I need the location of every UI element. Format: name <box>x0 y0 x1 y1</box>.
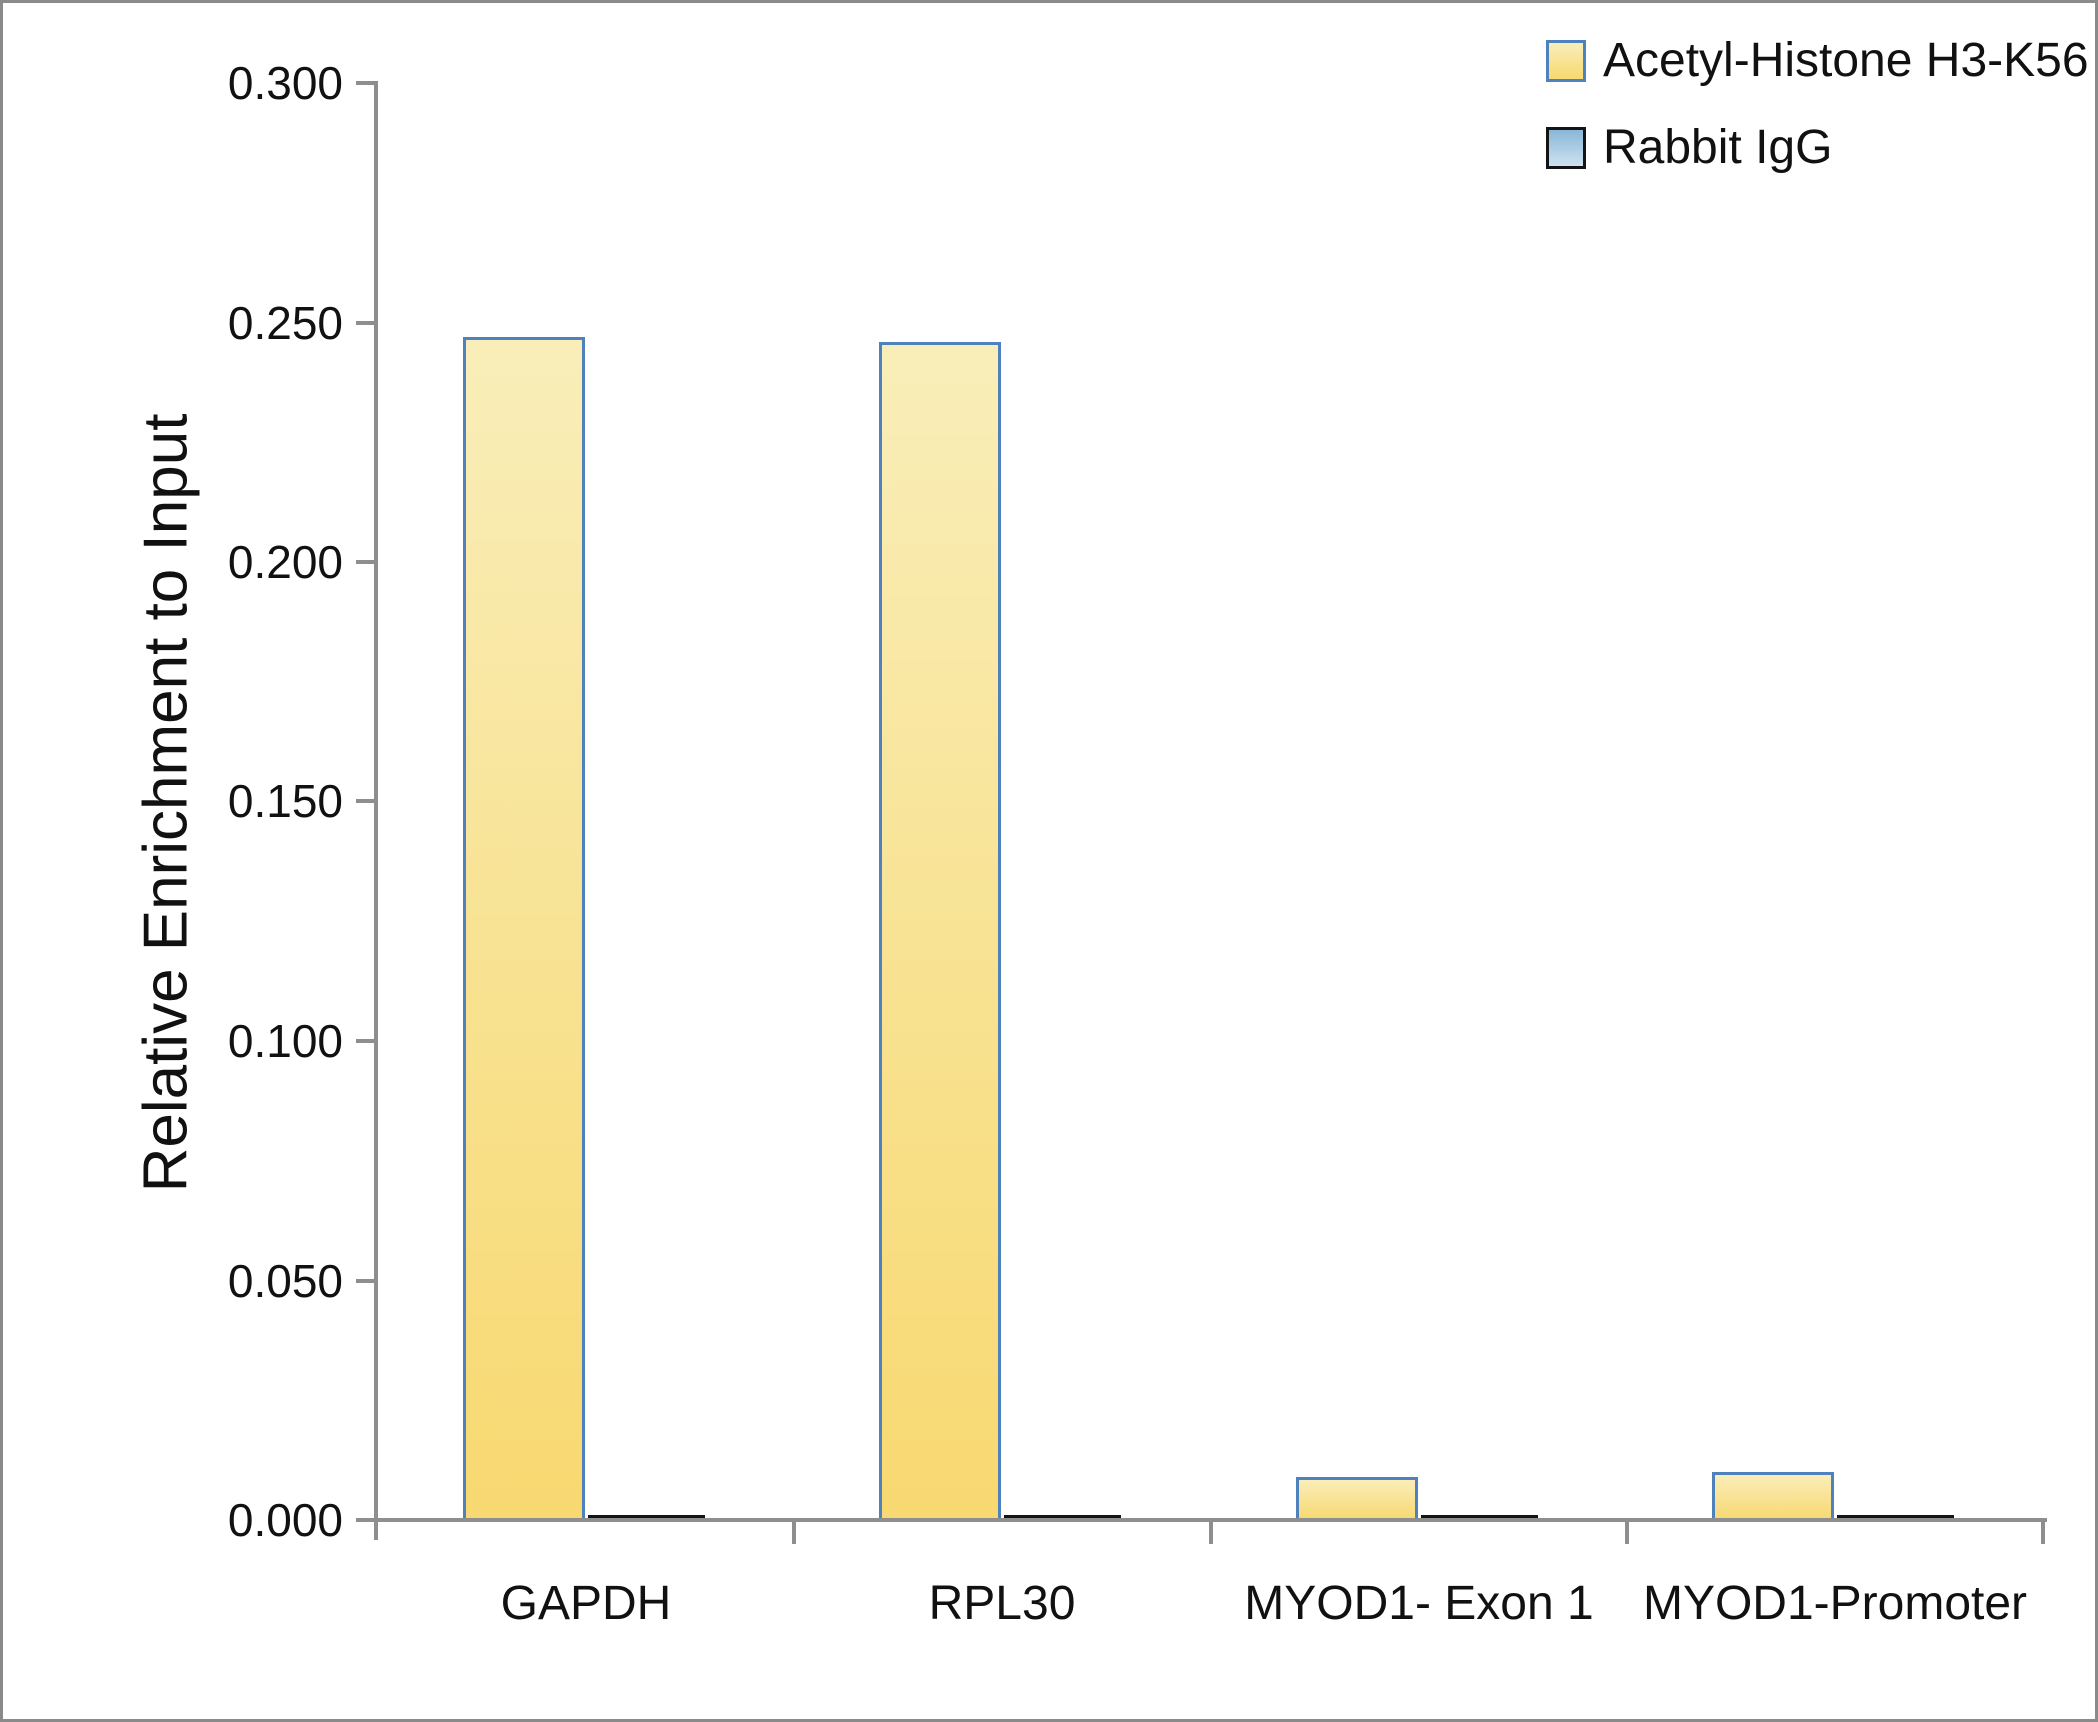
y-tick-label: 0.150 <box>227 775 343 827</box>
bar-myod1-exon-1-rabbit-igg <box>1421 1515 1538 1520</box>
bar-myod1-exon-1-acetyl-histone-h3-k56 <box>1296 1477 1418 1520</box>
bar-rpl30-acetyl-histone-h3-k56 <box>879 342 1001 1520</box>
y-tick-label: 0.200 <box>227 536 343 588</box>
bar-myod1-promoter-acetyl-histone-h3-k56 <box>1712 1472 1834 1520</box>
x-axis-line <box>374 1518 2047 1522</box>
legend: Acetyl-Histone H3-K56 Rabbit IgG <box>1546 33 2089 175</box>
legend-item: Rabbit IgG <box>1546 120 2089 175</box>
bar-gapdh-acetyl-histone-h3-k56 <box>463 337 585 1520</box>
legend-swatch-rabbit-igg <box>1546 126 1586 169</box>
y-tick <box>356 321 378 325</box>
y-axis-line <box>374 81 378 1540</box>
y-tick <box>356 1518 378 1522</box>
y-tick <box>356 1279 378 1283</box>
x-category-label: MYOD1- Exon 1 <box>1244 1577 1594 1630</box>
bar-myod1-promoter-rabbit-igg <box>1837 1515 1954 1520</box>
x-category-label: RPL30 <box>928 1577 1076 1630</box>
y-tick <box>356 1039 378 1043</box>
x-tick <box>792 1520 796 1544</box>
legend-swatch-acetyl-histone-h3-k56 <box>1546 39 1586 82</box>
bar-rpl30-rabbit-igg <box>1004 1515 1121 1520</box>
x-category-label: MYOD1-Promoter <box>1642 1577 2028 1630</box>
y-tick-label: 0.300 <box>227 57 343 109</box>
bar-gapdh-rabbit-igg <box>588 1515 705 1520</box>
legend-label: Rabbit IgG <box>1603 121 1833 174</box>
y-tick <box>356 799 378 803</box>
x-category-label: GAPDH <box>500 1577 672 1630</box>
y-tick <box>356 560 378 564</box>
legend-item: Acetyl-Histone H3-K56 <box>1546 33 2089 88</box>
x-tick <box>1625 1520 1629 1544</box>
x-tick <box>2041 1520 2045 1544</box>
y-tick-label: 0.100 <box>227 1015 343 1067</box>
y-tick-label: 0.250 <box>227 297 343 349</box>
legend-label: Acetyl-Histone H3-K56 <box>1603 34 2089 87</box>
y-tick-label: 0.000 <box>227 1494 343 1546</box>
x-tick <box>1209 1520 1213 1544</box>
y-tick-label: 0.050 <box>227 1255 343 1307</box>
y-tick <box>356 81 378 85</box>
